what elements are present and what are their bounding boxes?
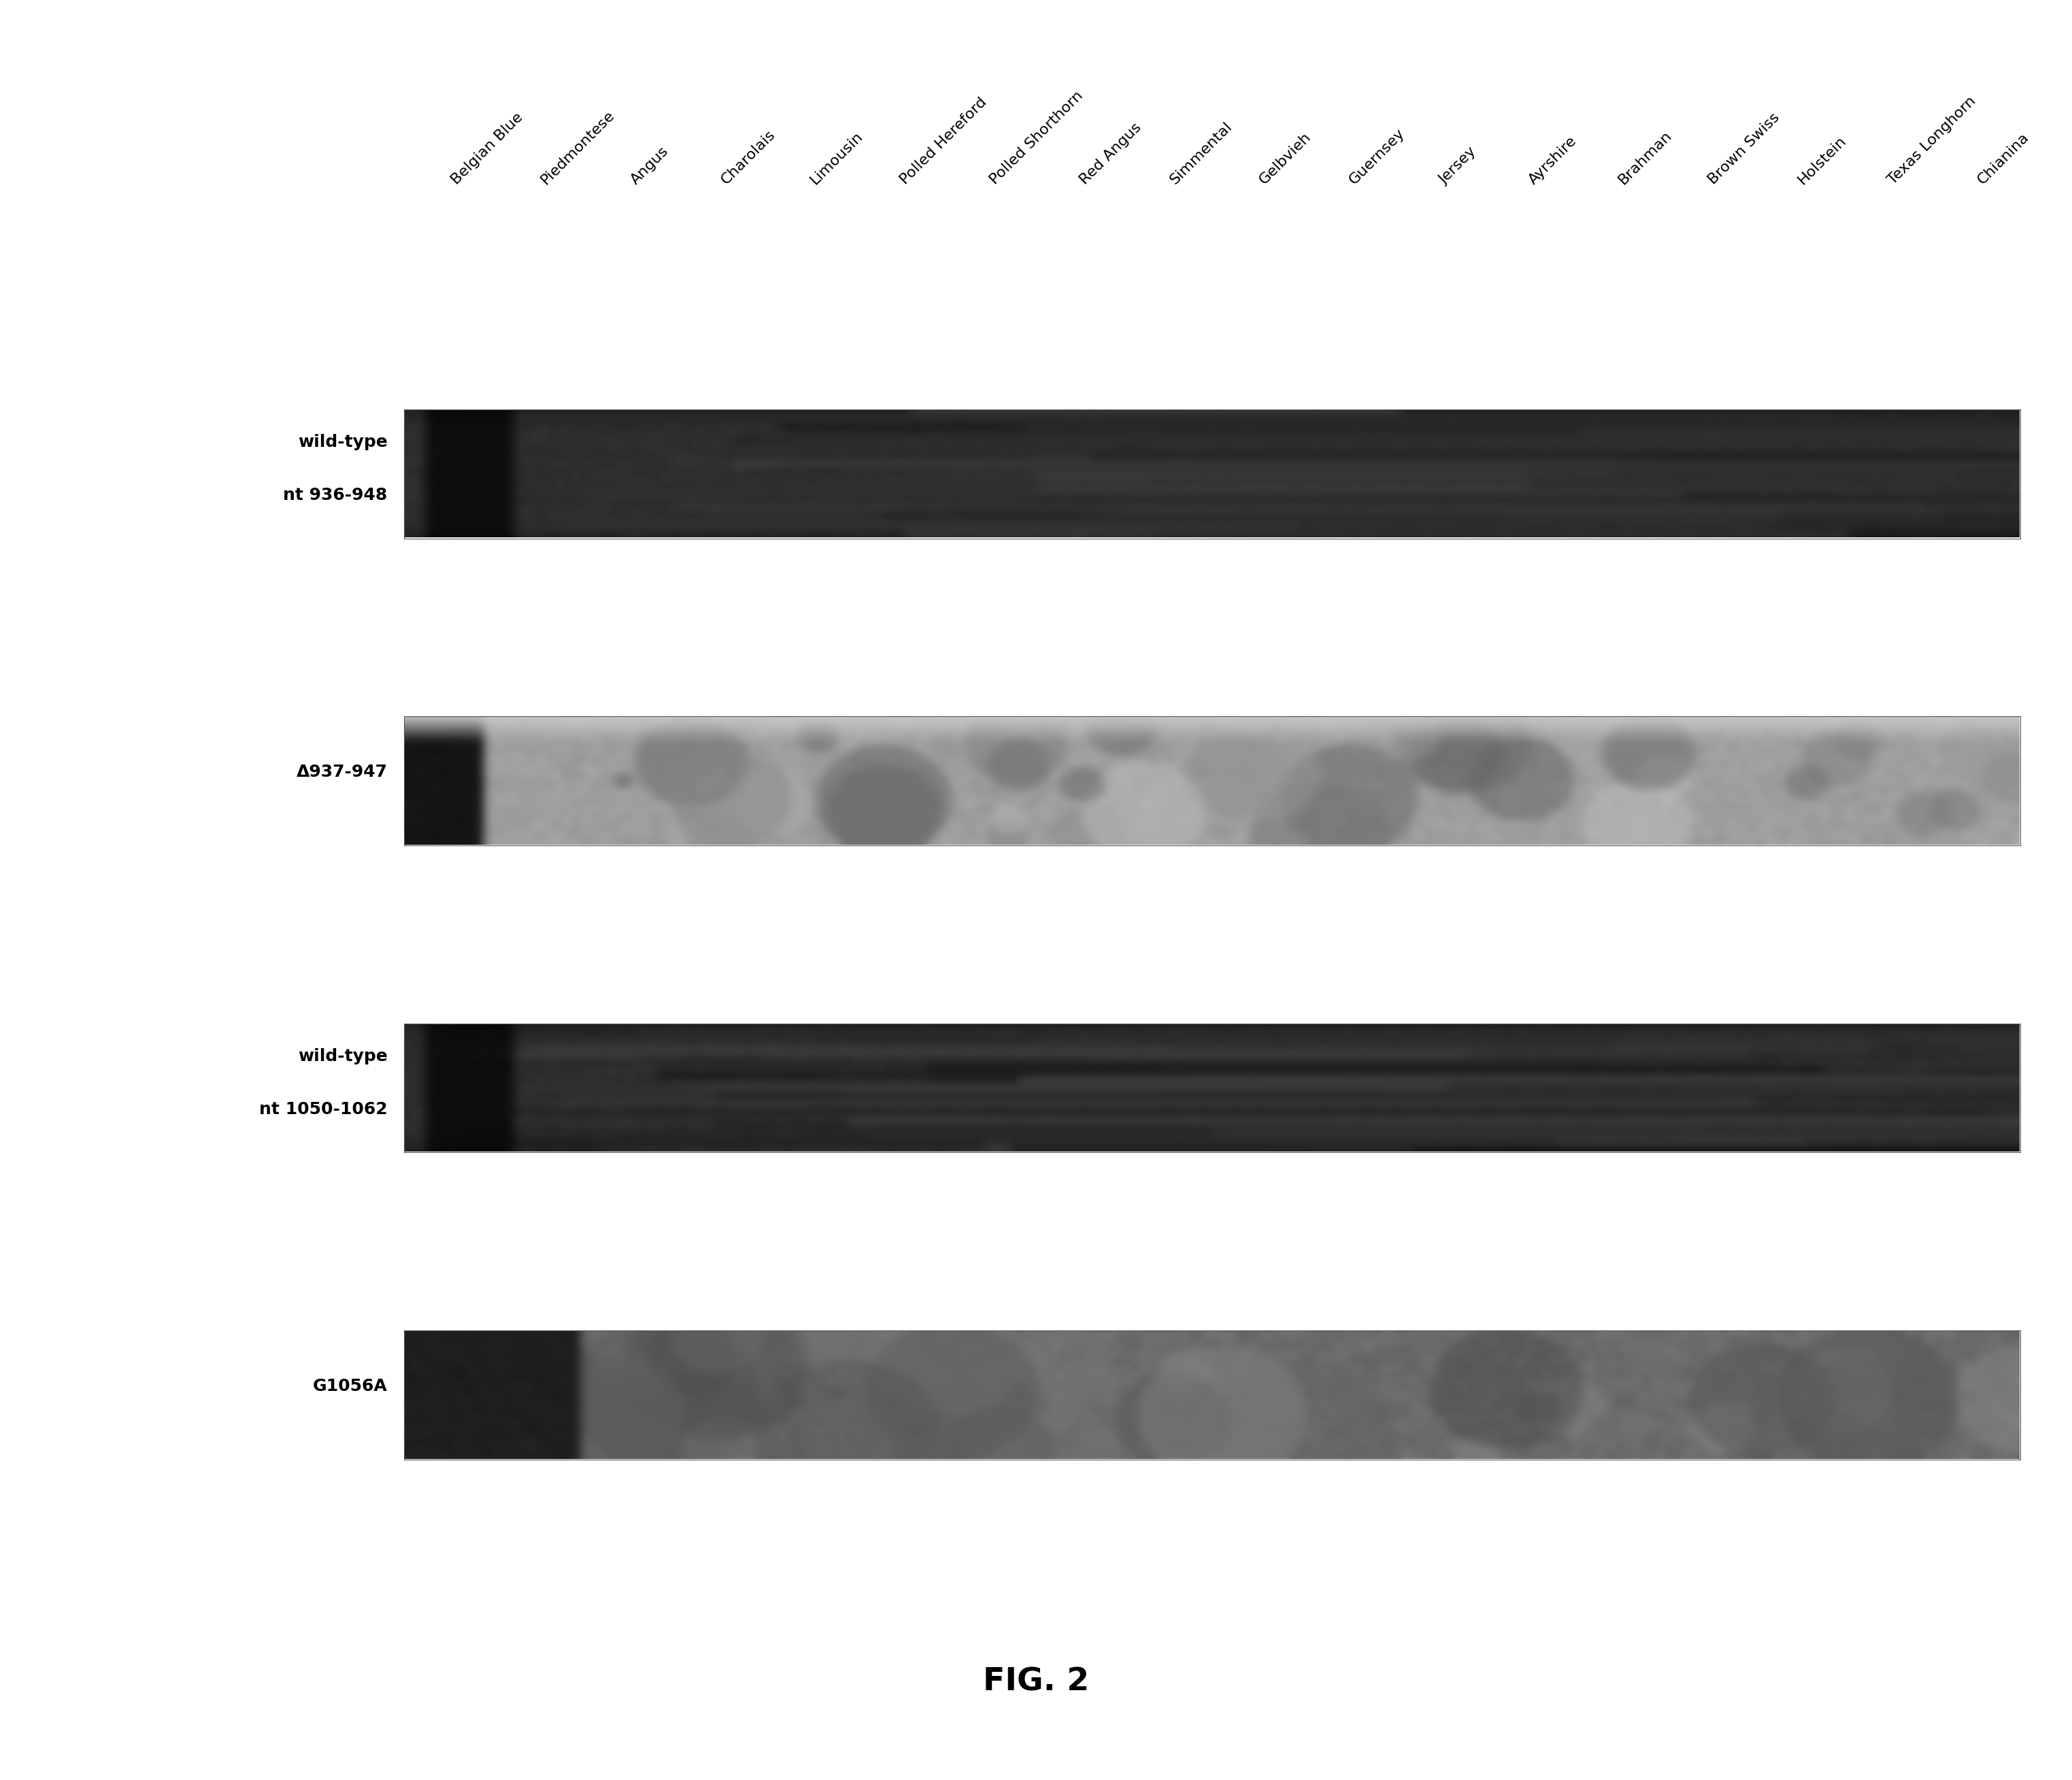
Text: Jersey: Jersey [1436, 144, 1479, 187]
Text: nt 1050-1062: nt 1050-1062 [259, 1102, 387, 1118]
Text: Angus: Angus [628, 144, 671, 187]
Text: Simmental: Simmental [1167, 119, 1235, 187]
Text: Polled Hereford: Polled Hereford [897, 94, 990, 187]
Text: nt 936-948: nt 936-948 [284, 488, 387, 504]
Text: Piedmontese: Piedmontese [539, 109, 617, 187]
Text: Guernsey: Guernsey [1347, 126, 1407, 187]
Text: wild-type: wild-type [298, 434, 387, 450]
Text: Δ937-947: Δ937-947 [296, 764, 387, 780]
Text: Gelbvieh: Gelbvieh [1258, 130, 1314, 187]
Text: FIG. 2: FIG. 2 [982, 1666, 1090, 1698]
Text: G1056A: G1056A [313, 1378, 387, 1394]
Text: Red Angus: Red Angus [1077, 121, 1144, 187]
Text: wild-type: wild-type [298, 1048, 387, 1064]
Text: Belgian Blue: Belgian Blue [450, 110, 526, 187]
Text: Brahman: Brahman [1616, 128, 1674, 187]
Text: Ayrshire: Ayrshire [1527, 134, 1579, 187]
Text: Limousin: Limousin [808, 130, 866, 187]
Text: Texas Longhorn: Texas Longhorn [1886, 94, 1979, 187]
Text: Brown Swiss: Brown Swiss [1705, 110, 1782, 187]
Text: Charolais: Charolais [719, 128, 777, 187]
Text: Polled Shorthorn: Polled Shorthorn [988, 89, 1086, 187]
Text: Holstein: Holstein [1796, 134, 1848, 187]
Text: Chianina: Chianina [1975, 130, 2033, 187]
